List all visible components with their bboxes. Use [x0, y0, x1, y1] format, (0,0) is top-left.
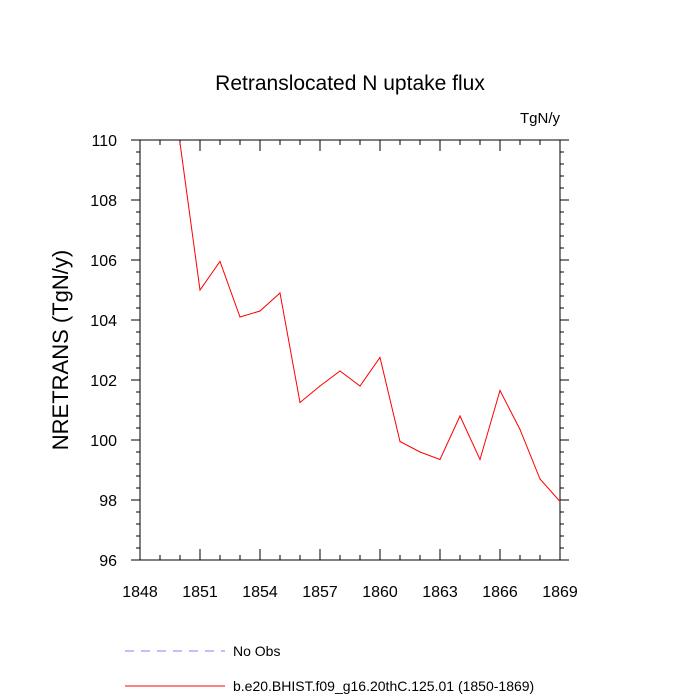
- data-point: [359, 385, 361, 387]
- y-tick-label: 96: [99, 553, 117, 570]
- x-tick-label: 1860: [362, 584, 398, 601]
- data-point: [559, 500, 561, 503]
- y-tick-label: 100: [90, 433, 117, 450]
- data-point: [499, 389, 501, 392]
- x-tick-label: 1857: [302, 584, 338, 601]
- data-point: [339, 370, 341, 372]
- series-layer: [179, 142, 561, 503]
- data-point: [439, 458, 441, 461]
- data-point: [239, 316, 241, 318]
- data-point: [219, 260, 221, 263]
- y-tick-label: 102: [90, 373, 117, 390]
- legend-label-no-obs: No Obs: [233, 643, 280, 659]
- x-tick-label: 1851: [182, 584, 218, 601]
- y-tick-label: 104: [90, 313, 117, 330]
- data-point: [459, 415, 461, 417]
- plot-frame: [139, 139, 561, 561]
- data-point: [379, 356, 381, 359]
- y-tick-label: 106: [90, 253, 117, 270]
- data-point: [479, 458, 481, 461]
- data-point: [519, 428, 521, 431]
- data-point: [539, 478, 541, 480]
- y-tick-label: 98: [99, 493, 117, 510]
- series-line: [179, 142, 561, 502]
- data-point: [279, 292, 281, 294]
- x-tick-label: 1869: [542, 584, 578, 601]
- units-label: TgN/y: [520, 110, 561, 127]
- data-point: [299, 401, 301, 404]
- data-point: [399, 440, 401, 443]
- x-tick-label: 1848: [122, 584, 158, 601]
- data-point: [199, 289, 201, 291]
- legend-label-model: b.e20.BHIST.f09_g16.20thC.125.01 (1850-1…: [233, 678, 534, 694]
- y-tick-label: 108: [90, 193, 117, 210]
- data-point: [319, 385, 321, 387]
- x-tick-label: 1863: [422, 584, 458, 601]
- data-point: [419, 451, 421, 453]
- chart-title: Retranslocated N uptake flux: [215, 72, 485, 95]
- y-axis-label: NRETRANS (TgN/y): [48, 250, 73, 450]
- axis-ticks: 1848 1851 1854 1857 1860 1863 1866 1869 96 98 100 1…: [90, 133, 578, 601]
- legend: No Obs b.e20.BHIST.f09_g16.20thC.125.01 …: [125, 643, 534, 694]
- x-tick-label: 1866: [482, 584, 518, 601]
- data-point: [179, 142, 181, 144]
- y-tick-label: 110: [91, 133, 117, 150]
- data-point: [259, 310, 261, 312]
- x-tick-label: 1854: [242, 584, 278, 601]
